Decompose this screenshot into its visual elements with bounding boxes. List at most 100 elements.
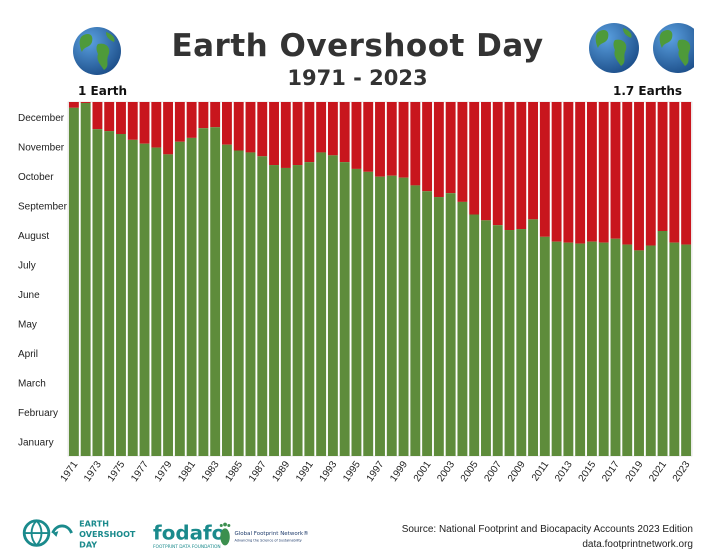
y-tick-october: October [18, 172, 54, 183]
biocapacity-bar-2017 [610, 238, 621, 456]
chart-subtitle: 1971 - 2023 [287, 66, 428, 90]
overshoot-bar-1980 [174, 102, 185, 142]
x-tick-1991: 1991 [294, 459, 316, 484]
x-tick-2001: 2001 [412, 459, 434, 484]
y-tick-july: July [18, 260, 36, 271]
biocapacity-bar-2008 [504, 230, 515, 456]
biocapacity-bar-2023 [681, 244, 692, 456]
x-tick-1977: 1977 [129, 459, 151, 484]
overshoot-bar-2000 [410, 102, 421, 186]
source-line: Source: National Footprint and Biocapaci… [401, 524, 693, 535]
biocapacity-bar-1974 [104, 131, 115, 456]
x-tick-1989: 1989 [270, 459, 292, 484]
biocapacity-bar-2015 [586, 241, 597, 456]
overshoot-bar-2006 [481, 102, 491, 221]
x-tick-2007: 2007 [482, 459, 504, 484]
overshoot-bar-1972 [80, 102, 91, 103]
x-tick-1993: 1993 [318, 459, 340, 484]
overshoot-bar-2002 [433, 102, 444, 198]
overshoot-bar-chart: December November October September August Ju… [18, 101, 693, 484]
overshoot-bar-1983 [210, 102, 221, 128]
biocapacity-bar-2010 [528, 219, 539, 456]
biocapacity-bar-1996 [363, 171, 374, 456]
y-tick-august: August [18, 231, 49, 242]
logo3-name: Global Footprint Network® [235, 530, 309, 537]
overshoot-bar-2004 [457, 102, 468, 202]
overshoot-bar-2022 [669, 102, 680, 243]
overshoot-bar-1991 [304, 102, 315, 163]
overshoot-bar-2013 [563, 102, 574, 243]
x-tick-2019: 2019 [624, 459, 646, 484]
biocapacity-bar-1990 [292, 165, 303, 457]
biocapacity-bar-2009 [516, 229, 527, 456]
overshoot-bar-2016 [598, 102, 609, 243]
biocapacity-bar-1985 [233, 150, 244, 456]
overshoot-bar-1982 [198, 102, 209, 129]
earth-overshoot-day-logo [22, 519, 73, 547]
y-tick-february: February [18, 408, 58, 419]
overshoot-bar-1979 [163, 102, 174, 155]
overshoot-bar-1987 [257, 102, 268, 157]
x-tick-2009: 2009 [506, 459, 528, 484]
biocapacity-bar-1999 [398, 177, 409, 456]
biocapacity-bar-1971 [68, 107, 79, 456]
biocapacity-bar-2007 [492, 225, 503, 456]
x-tick-1997: 1997 [365, 459, 387, 484]
biocapacity-bar-2006 [481, 220, 491, 456]
biocapacity-bar-2014 [575, 243, 586, 456]
x-tick-1999: 1999 [388, 459, 410, 484]
x-tick-2011: 2011 [530, 459, 552, 483]
biocapacity-bar-1998 [386, 175, 397, 456]
footprint-icon [219, 522, 231, 546]
source-url: data.footprintnetwork.org [582, 539, 693, 550]
x-tick-1975: 1975 [106, 459, 128, 484]
logo1-line2: OVERSHOOT [79, 530, 136, 539]
biocapacity-bar-1991 [304, 162, 315, 456]
biocapacity-bar-2021 [657, 230, 668, 456]
overshoot-bar-2005 [469, 102, 480, 215]
y-tick-april: April [18, 349, 38, 360]
y-tick-may: May [18, 319, 37, 330]
overshoot-bar-1997 [375, 102, 385, 177]
biocapacity-bar-1987 [257, 156, 268, 457]
overshoot-bar-1990 [292, 102, 303, 166]
overshoot-bar-2009 [516, 102, 527, 230]
biocapacity-bar-1978 [151, 147, 162, 456]
globe-left-label: 1 Earth [78, 84, 128, 98]
x-tick-1981: 1981 [176, 459, 198, 484]
globe-right-label: 1.7 Earths [613, 84, 683, 98]
biocapacity-bar-1973 [92, 129, 103, 456]
overshoot-bar-1996 [363, 102, 374, 172]
biocapacity-bar-1979 [163, 154, 174, 456]
overshoot-bar-1986 [245, 102, 256, 153]
overshoot-bar-1992 [316, 102, 327, 153]
biocapacity-bar-2019 [634, 250, 644, 456]
overshoot-bar-1975 [116, 102, 126, 135]
biocapacity-bar-1981 [186, 137, 197, 456]
biocapacity-bar-1989 [280, 167, 291, 456]
logo3-caption: Advancing the Science of Sustainability [235, 539, 302, 543]
biocapacity-bar-1984 [221, 144, 232, 457]
biocapacity-bar-2022 [669, 242, 680, 456]
overshoot-bar-2018 [622, 102, 633, 245]
biocapacity-bar-1992 [316, 152, 327, 457]
biocapacity-bar-2016 [598, 242, 609, 456]
biocapacity-bar-1972 [80, 102, 91, 457]
overshoot-bar-1981 [186, 102, 197, 138]
overshoot-bar-1978 [151, 102, 162, 148]
y-tick-january: January [18, 437, 54, 448]
biocapacity-bar-2004 [457, 201, 468, 456]
y-tick-december: December [18, 113, 65, 124]
overshoot-bar-2023 [681, 102, 692, 245]
overshoot-bar-1971 [68, 102, 79, 108]
overshoot-bar-2014 [575, 102, 586, 244]
x-tick-2023: 2023 [671, 459, 693, 484]
biocapacity-bar-2002 [433, 197, 444, 456]
x-tick-2021: 2021 [647, 459, 669, 484]
biocapacity-bar-1980 [174, 141, 185, 456]
earth-globe-icon [73, 27, 121, 75]
overshoot-bar-2012 [551, 102, 562, 242]
biocapacity-bar-1995 [351, 168, 362, 457]
biocapacity-bar-2000 [410, 185, 421, 457]
overshoot-bar-2020 [645, 102, 656, 246]
